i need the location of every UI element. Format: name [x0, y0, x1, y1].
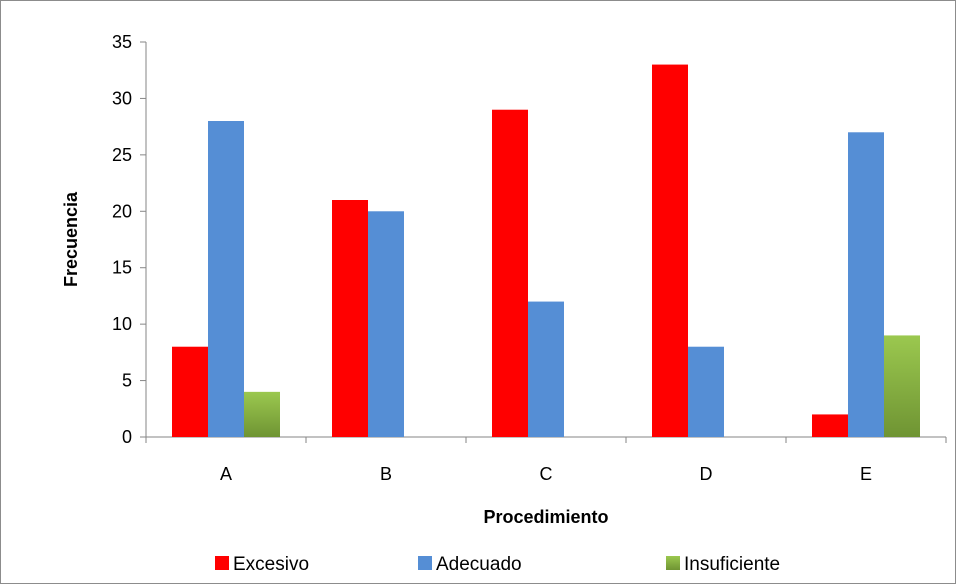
legend-label-insuficiente: Insuficiente [684, 554, 780, 575]
bar-insuficiente-e [884, 335, 920, 437]
bar-excesivo-c [492, 109, 528, 437]
x-axis-title: Procedimiento [483, 507, 608, 527]
y-tick-label: 35 [112, 32, 132, 52]
bar-adecuado-d [688, 346, 724, 437]
y-tick-label: 25 [112, 145, 132, 165]
bar-excesivo-d [652, 64, 688, 438]
x-axis: A B C D E [145, 436, 947, 484]
y-tick-label: 5 [122, 371, 132, 391]
x-tick-label: B [380, 464, 392, 484]
y-axis: 0 5 10 15 20 25 30 35 [112, 32, 147, 447]
x-tick-label: D [700, 464, 713, 484]
bar-adecuado-b [368, 211, 404, 437]
x-tick-label: A [220, 464, 232, 484]
legend-swatch-excesivo [215, 556, 229, 570]
bar-insuficiente-a [244, 391, 280, 437]
legend-label-excesivo: Excesivo [233, 554, 309, 575]
x-tick-label: C [540, 464, 553, 484]
bars [172, 64, 920, 438]
x-tick-label: E [860, 464, 872, 484]
bar-excesivo-e [812, 414, 848, 437]
bar-adecuado-e [848, 132, 884, 438]
bar-excesivo-a [172, 346, 208, 437]
legend-label-adecuado: Adecuado [436, 554, 522, 575]
y-tick-label: 10 [112, 314, 132, 334]
y-tick-label: 30 [112, 88, 132, 108]
y-tick-label: 20 [112, 201, 132, 221]
bar-excesivo-b [332, 200, 368, 437]
legend-swatch-adecuado [418, 556, 432, 570]
legend-swatch-insuficiente [666, 556, 680, 570]
y-axis-title: Frecuencia [61, 191, 81, 287]
legend: Excesivo Adecuado Insuficiente [215, 554, 780, 575]
bar-adecuado-c [528, 301, 564, 437]
y-tick-label: 15 [112, 258, 132, 278]
y-tick-label: 0 [122, 427, 132, 447]
bar-adecuado-a [208, 121, 244, 437]
